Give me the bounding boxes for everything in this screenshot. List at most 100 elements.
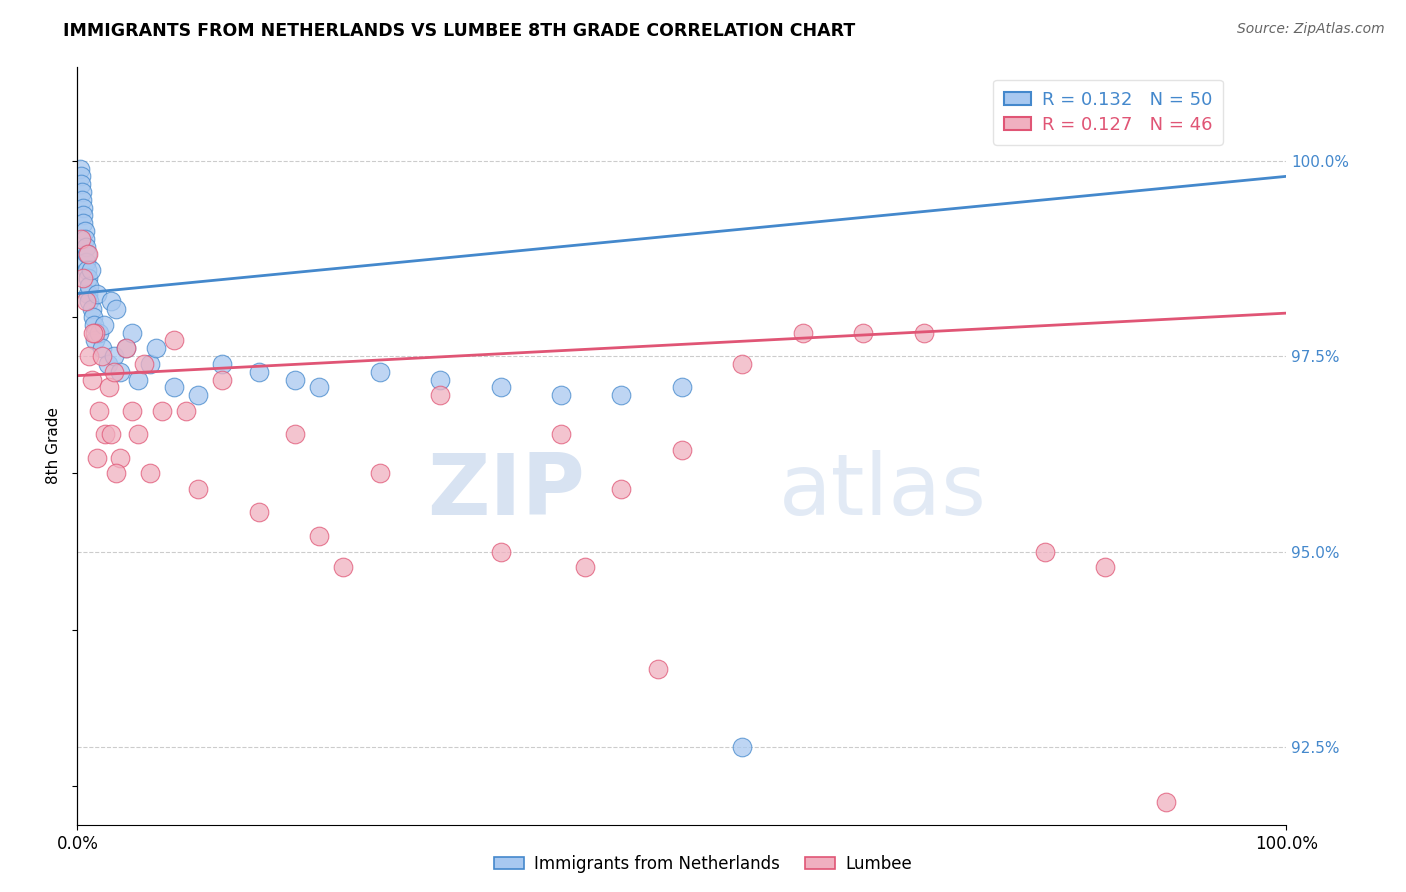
Point: [174, 404, 197, 418]
Point: [84, 326, 107, 340]
Point: [163, 334, 186, 348]
Point: [1154, 795, 1177, 809]
Point: [103, 349, 125, 363]
Point: [368, 467, 391, 481]
Point: [75, 240, 97, 254]
Y-axis label: 8th Grade: 8th Grade: [46, 408, 62, 484]
Point: [163, 380, 186, 394]
Point: [70, 169, 93, 184]
Point: [127, 427, 149, 442]
Point: [72, 271, 94, 285]
Text: IMMIGRANTS FROM NETHERLANDS VS LUMBEE 8TH GRADE CORRELATION CHART: IMMIGRANTS FROM NETHERLANDS VS LUMBEE 8T…: [63, 22, 855, 40]
Point: [284, 373, 307, 387]
Point: [87, 326, 110, 340]
Point: [100, 427, 122, 442]
Point: [139, 357, 162, 371]
Legend: Immigrants from Netherlands, Lumbee: Immigrants from Netherlands, Lumbee: [488, 848, 918, 880]
Point: [100, 294, 122, 309]
Point: [368, 365, 391, 379]
Point: [211, 357, 233, 371]
Text: Source: ZipAtlas.com: Source: ZipAtlas.com: [1237, 22, 1385, 37]
Point: [82, 310, 104, 324]
Point: [84, 334, 107, 348]
Point: [610, 388, 633, 402]
Point: [72, 216, 94, 230]
Point: [79, 263, 101, 277]
Point: [103, 365, 125, 379]
Point: [121, 404, 143, 418]
Point: [97, 380, 120, 394]
Point: [247, 505, 270, 519]
Point: [72, 201, 94, 215]
Point: [76, 247, 98, 261]
Point: [150, 404, 173, 418]
Point: [77, 286, 100, 301]
Point: [83, 318, 105, 332]
Point: [187, 388, 209, 402]
Point: [70, 177, 93, 191]
Point: [80, 373, 103, 387]
Point: [647, 662, 669, 676]
Point: [82, 326, 104, 340]
Point: [132, 357, 155, 371]
Point: [308, 529, 330, 543]
Point: [76, 263, 98, 277]
Legend: R = 0.132   N = 50, R = 0.127   N = 46: R = 0.132 N = 50, R = 0.127 N = 46: [993, 79, 1223, 145]
Point: [671, 380, 693, 394]
Point: [70, 185, 93, 199]
Point: [108, 450, 131, 465]
Point: [127, 373, 149, 387]
Point: [72, 208, 94, 222]
Text: ZIP: ZIP: [427, 450, 585, 533]
Point: [912, 326, 935, 340]
Point: [550, 427, 572, 442]
Point: [79, 278, 101, 293]
Point: [90, 341, 112, 355]
Point: [86, 450, 108, 465]
Point: [731, 357, 754, 371]
Point: [247, 365, 270, 379]
Point: [1094, 560, 1116, 574]
Point: [94, 427, 117, 442]
Point: [73, 232, 96, 246]
Point: [671, 442, 693, 457]
Point: [211, 373, 233, 387]
Point: [489, 544, 512, 558]
Point: [77, 247, 100, 261]
Point: [489, 380, 512, 394]
Point: [139, 467, 162, 481]
Point: [80, 302, 103, 317]
Point: [69, 161, 91, 176]
Point: [332, 560, 354, 574]
Point: [105, 302, 128, 317]
Point: [105, 467, 128, 481]
Point: [79, 349, 101, 363]
Point: [93, 318, 115, 332]
Point: [574, 560, 596, 574]
Point: [75, 294, 97, 309]
Text: atlas: atlas: [779, 450, 987, 533]
Point: [96, 357, 118, 371]
Point: [114, 341, 136, 355]
Point: [70, 232, 93, 246]
Point: [90, 349, 112, 363]
Point: [284, 427, 307, 442]
Point: [77, 271, 100, 285]
Point: [86, 286, 108, 301]
Point: [308, 380, 330, 394]
Point: [550, 388, 572, 402]
Point: [429, 373, 451, 387]
Point: [121, 326, 143, 340]
Point: [75, 255, 97, 269]
Point: [852, 326, 875, 340]
Point: [731, 739, 754, 754]
Point: [187, 482, 209, 496]
Point: [108, 365, 131, 379]
Point: [79, 294, 101, 309]
Point: [145, 341, 167, 355]
Point: [610, 482, 633, 496]
Point: [792, 326, 814, 340]
Point: [1033, 544, 1056, 558]
Point: [73, 224, 96, 238]
Point: [429, 388, 451, 402]
